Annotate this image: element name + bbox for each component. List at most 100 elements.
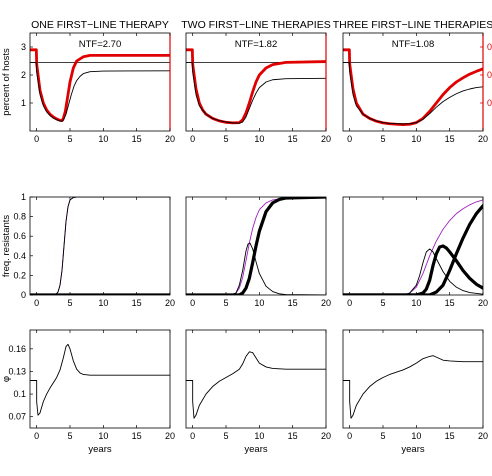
series-line-black-thin-0: [343, 355, 483, 419]
x-tick-label: 0: [347, 431, 352, 441]
y-axis-label: freq. resistants: [1, 215, 12, 278]
series-line-purple-0: [343, 199, 483, 295]
x-tick-label: 5: [223, 431, 228, 441]
series-line-black-thin-0: [30, 343, 170, 416]
panel-title: TWO FIRST−LINE THERAPIES: [181, 19, 330, 31]
x-tick-label: 0: [190, 134, 195, 144]
panel-r2-c1: [29, 196, 171, 296]
x-tick-label: 0: [34, 134, 39, 144]
x-tick-label: 15: [288, 134, 298, 144]
x-tick-label: 15: [445, 134, 455, 144]
y2-tick-label: 0.1: [487, 98, 492, 108]
x-tick-label: 0: [347, 134, 352, 144]
y-tick-label: 0.16: [8, 344, 26, 354]
x-tick-label: 5: [380, 134, 385, 144]
y-tick-label: 1: [21, 192, 26, 202]
series-line-black-thick-2: [186, 197, 326, 295]
x-tick-label: 5: [223, 298, 228, 308]
x-tick-label: 20: [165, 298, 175, 308]
x-tick-label: 5: [223, 134, 228, 144]
x-tick-label: 5: [67, 431, 72, 441]
series-line-red-thick-0: [30, 48, 170, 123]
y-tick-label: 0.13: [8, 366, 26, 376]
x-axis-label: years: [88, 444, 111, 455]
ntf-annotation: NTF=1.82: [235, 39, 278, 50]
y-axis-label: φ: [1, 376, 12, 382]
y-tick-label: 0.2: [13, 270, 26, 280]
ntf-annotation: NTF=2.70: [79, 39, 122, 50]
panel-r1-c3: [342, 32, 484, 132]
x-tick-label: 15: [288, 431, 298, 441]
x-tick-label: 15: [132, 134, 142, 144]
y-tick-label: 0.4: [13, 251, 26, 261]
plot-frame: [29, 329, 171, 429]
panel-r1-c2: [185, 32, 327, 132]
x-tick-label: 15: [445, 298, 455, 308]
panel-r2-c2: [185, 196, 327, 296]
y-tick-label: 0.1: [13, 389, 26, 399]
y-tick-label: 0.07: [8, 412, 26, 422]
x-tick-label: 10: [254, 431, 264, 441]
y-tick-label: 0.8: [13, 212, 26, 222]
series-line-black-thin-1: [343, 248, 483, 295]
x-tick-label: 15: [132, 298, 142, 308]
x-tick-label: 5: [380, 298, 385, 308]
y-tick-label: 1: [21, 98, 26, 108]
x-tick-label: 10: [254, 134, 264, 144]
x-tick-label: 15: [132, 431, 142, 441]
plot-frame: [29, 196, 171, 296]
series-line-red-thick-0: [343, 48, 483, 126]
x-tick-label: 20: [321, 431, 331, 441]
plot-frame: [185, 329, 327, 429]
y2-tick-label: 0.2: [487, 70, 492, 80]
panel-title: ONE FIRST−LINE THERAPY: [31, 19, 169, 31]
series-line-black-thin-1: [30, 197, 170, 295]
y-tick-label: 0.6: [13, 231, 26, 241]
series-line-black-thin-1: [186, 61, 326, 124]
x-tick-label: 10: [98, 134, 108, 144]
plot-frame: [342, 329, 484, 429]
x-tick-label: 0: [34, 431, 39, 441]
x-tick-label: 15: [445, 431, 455, 441]
y2-tick-label: 0.3: [487, 42, 492, 52]
series-line-purple-0: [30, 197, 170, 295]
y-axis-label: percent of hosts: [1, 48, 12, 116]
ntf-annotation: NTF=1.08: [392, 39, 435, 50]
series-line-black-thick-2: [343, 244, 483, 295]
x-tick-label: 20: [478, 431, 488, 441]
x-axis-label: years: [244, 444, 267, 455]
x-tick-label: 5: [67, 134, 72, 144]
series-line-black-thin-1: [30, 61, 170, 122]
plot-frame: [342, 196, 484, 296]
panel-r3-c2: [185, 329, 327, 429]
x-tick-label: 0: [190, 431, 195, 441]
x-tick-label: 10: [411, 134, 421, 144]
x-tick-label: 0: [190, 298, 195, 308]
x-tick-label: 20: [321, 298, 331, 308]
plot-frame: [185, 196, 327, 296]
x-tick-label: 20: [478, 134, 488, 144]
panel-r2-c3: [342, 196, 484, 296]
x-tick-label: 10: [411, 431, 421, 441]
series-line-black-thin-1: [343, 61, 483, 125]
x-tick-label: 20: [321, 134, 331, 144]
y-tick-label: 2: [21, 70, 26, 80]
panel-title: THREE FIRST−LINE THERAPIES: [333, 19, 492, 31]
y-tick-label: 3: [21, 42, 26, 52]
series-line-black-thick-3: [343, 204, 483, 295]
x-tick-label: 5: [380, 431, 385, 441]
x-tick-label: 10: [98, 298, 108, 308]
x-tick-label: 20: [478, 298, 488, 308]
x-tick-label: 0: [347, 298, 352, 308]
x-tick-label: 10: [254, 298, 264, 308]
x-tick-label: 15: [288, 298, 298, 308]
x-tick-label: 0: [34, 298, 39, 308]
x-tick-label: 20: [165, 431, 175, 441]
panel-r1-c1: [29, 32, 171, 132]
y-tick-label: 0: [21, 290, 26, 300]
panel-r3-c3: [342, 329, 484, 429]
series-line-black-thin-1: [186, 242, 326, 295]
x-axis-label: years: [401, 444, 424, 455]
series-line-black-thin-0: [186, 351, 326, 419]
